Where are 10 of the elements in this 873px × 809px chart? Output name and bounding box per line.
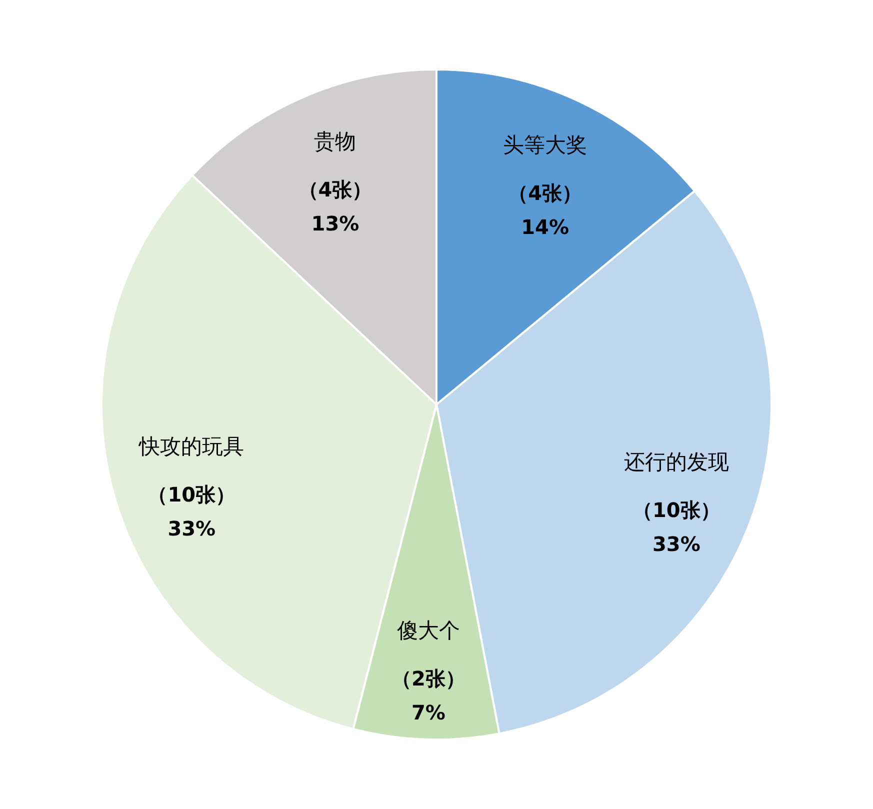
data-label: （2张） 7% bbox=[392, 666, 466, 724]
slice-label: 头等大奖 bbox=[503, 132, 588, 157]
data-label: （10张） 33% bbox=[632, 498, 720, 556]
data-label: （4张） 14% bbox=[508, 180, 582, 239]
data-label: （4张） 13% bbox=[298, 177, 372, 236]
slice-label: 傻大个 bbox=[396, 618, 460, 642]
slice-label: 快攻的玩具 bbox=[138, 434, 244, 459]
slice-label: 还行的发现 bbox=[624, 450, 729, 474]
data-label: （10张） 33% bbox=[148, 482, 236, 541]
slice-label: 贵物 bbox=[314, 129, 356, 154]
